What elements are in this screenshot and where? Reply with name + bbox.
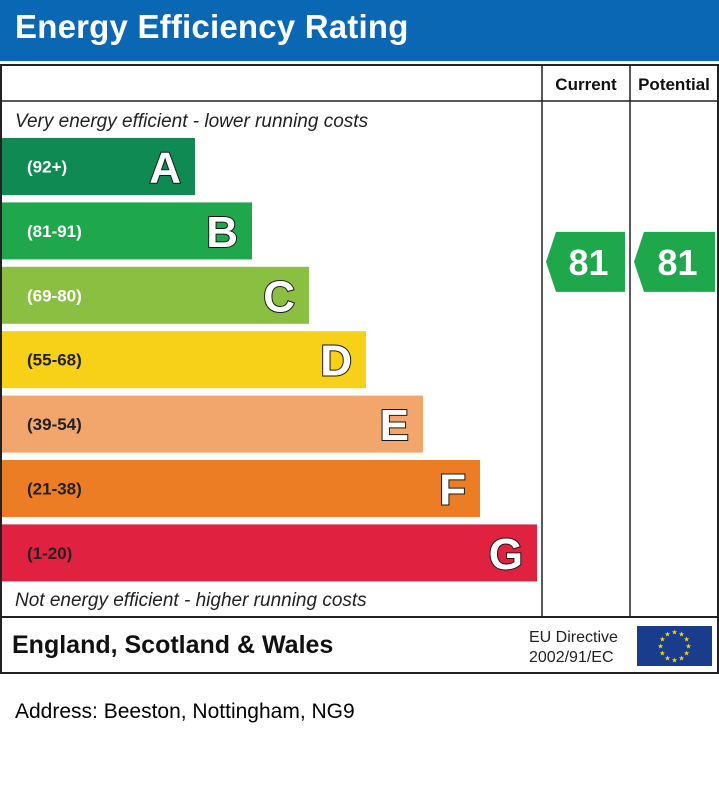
eu-star-icon: ★ bbox=[685, 643, 691, 651]
band-g: (1-20) G bbox=[2, 524, 537, 582]
band-letter-g: G bbox=[489, 530, 523, 579]
eu-star-icon: ★ bbox=[659, 650, 665, 658]
eu-star-icon: ★ bbox=[683, 650, 689, 658]
band-range-f: (21-38) bbox=[27, 480, 82, 499]
directive-line1: EU Directive bbox=[529, 629, 618, 646]
band-letter-f: F bbox=[439, 466, 466, 515]
band-letter-c: C bbox=[263, 272, 295, 321]
band-range-c: (69-80) bbox=[27, 286, 82, 305]
title-bar: Energy Efficiency Rating bbox=[0, 0, 719, 61]
eu-flag-icon: ★ ★★★★★★★★★★★ bbox=[637, 626, 712, 666]
top-caption: Very energy efficient - lower running co… bbox=[15, 111, 369, 132]
current-rating-indicator: 81 bbox=[546, 231, 625, 292]
band-e: (39-54) E bbox=[2, 395, 423, 453]
band-a: (92+) A bbox=[2, 138, 195, 195]
potential-rating-indicator: 81 bbox=[634, 231, 715, 292]
band-bar-b bbox=[2, 202, 252, 260]
band-bar-f bbox=[2, 460, 480, 517]
eu-star-icon: ★ bbox=[678, 630, 684, 638]
band-range-d: (55-68) bbox=[27, 351, 82, 370]
band-letter-e: E bbox=[380, 401, 409, 450]
potential-rating-value: 81 bbox=[657, 242, 697, 283]
band-range-b: (81-91) bbox=[27, 222, 82, 241]
band-letter-a: A bbox=[149, 144, 181, 193]
band-range-e: (39-54) bbox=[27, 415, 82, 434]
energy-rating-chart: Current Potential Very energy efficient … bbox=[0, 64, 719, 674]
eu-star-icon: ★ bbox=[678, 655, 684, 663]
current-rating-value: 81 bbox=[568, 242, 608, 283]
region-label: England, Scotland & Wales bbox=[12, 631, 333, 659]
directive-line2: 2002/91/EC bbox=[529, 649, 614, 666]
band-letter-d: D bbox=[320, 337, 352, 386]
band-letter-b: B bbox=[206, 208, 238, 257]
band-bar-c bbox=[2, 266, 309, 324]
chart-frame bbox=[0, 64, 719, 674]
eu-star-icon: ★ bbox=[659, 636, 665, 644]
eu-star-icon: ★ bbox=[671, 657, 677, 665]
current-rating-arrow bbox=[546, 231, 625, 292]
eu-star-icon: ★ bbox=[683, 636, 689, 644]
band-bar-e bbox=[2, 395, 423, 453]
band-bar-g bbox=[2, 524, 537, 582]
band-b: (81-91) B bbox=[2, 202, 252, 260]
chart-title: Energy Efficiency Rating bbox=[15, 8, 409, 45]
eu-star-icon: ★ bbox=[671, 629, 677, 637]
eu-star-icon: ★ bbox=[657, 643, 663, 651]
address: Address: Beeston, Nottingham, NG9 bbox=[15, 700, 355, 723]
current-header: Current bbox=[555, 75, 617, 94]
potential-header: Potential bbox=[638, 75, 710, 94]
band-f: (21-38) F bbox=[2, 460, 480, 517]
eu-star-icon: ★ bbox=[664, 630, 670, 638]
band-range-g: (1-20) bbox=[27, 544, 72, 563]
band-bar-d bbox=[2, 331, 366, 389]
band-d: (55-68) D bbox=[2, 331, 366, 389]
eu-star-icon: ★ bbox=[664, 655, 670, 663]
band-bar-a bbox=[2, 138, 195, 195]
band-range-a: (92+) bbox=[27, 158, 67, 177]
band-c: (69-80) C bbox=[2, 266, 309, 324]
potential-rating-arrow bbox=[634, 231, 715, 292]
bottom-caption: Not energy efficient - higher running co… bbox=[15, 590, 367, 611]
